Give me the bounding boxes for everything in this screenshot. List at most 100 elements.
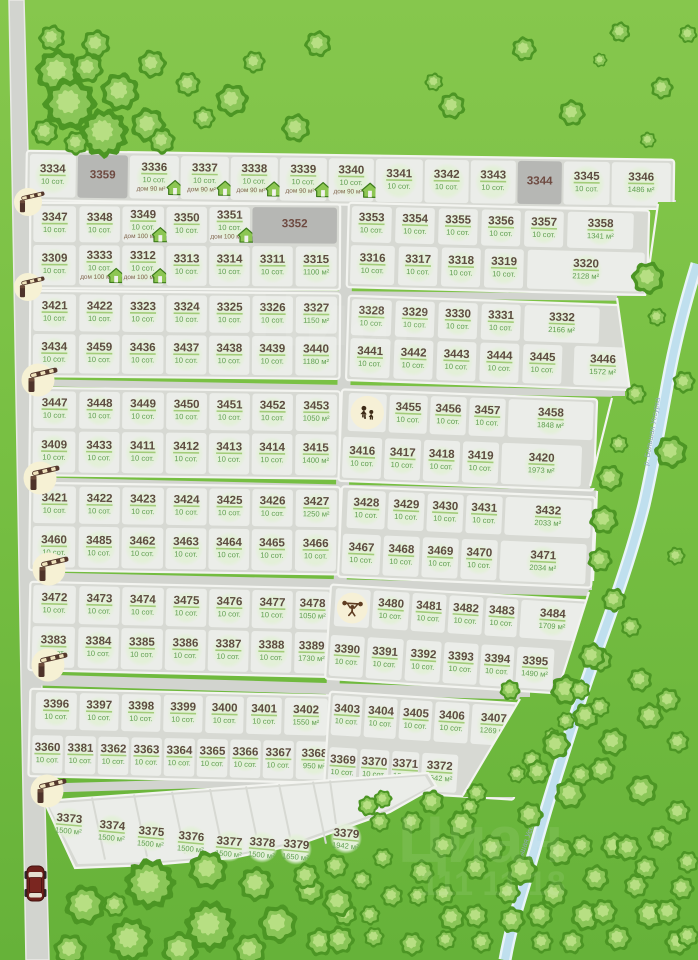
svg-text:2034 м²: 2034 м² [529, 563, 557, 573]
svg-text:3428: 3428 [353, 496, 380, 510]
svg-text:3309: 3309 [42, 252, 68, 265]
svg-text:3334: 3334 [40, 162, 67, 175]
svg-text:3360: 3360 [35, 741, 61, 755]
svg-text:10 сот.: 10 сот. [358, 359, 382, 369]
svg-text:3343: 3343 [480, 168, 507, 181]
svg-text:10 сот.: 10 сот. [174, 549, 197, 558]
svg-text:1500 м²: 1500 м² [177, 843, 205, 854]
svg-text:3375: 3375 [138, 824, 165, 839]
svg-text:3466: 3466 [303, 537, 330, 550]
svg-text:3356: 3356 [488, 214, 515, 228]
svg-text:3480: 3480 [378, 596, 405, 611]
svg-text:10 сот.: 10 сот. [43, 411, 66, 420]
svg-text:3378: 3378 [249, 835, 276, 850]
svg-text:3315: 3315 [303, 253, 329, 266]
svg-text:10 сот.: 10 сот. [403, 226, 426, 236]
svg-text:10 сот.: 10 сот. [43, 355, 66, 364]
svg-text:3347: 3347 [42, 211, 68, 224]
svg-text:3430: 3430 [432, 499, 458, 513]
svg-text:10 сот.: 10 сот. [261, 356, 284, 365]
svg-text:3421: 3421 [42, 299, 68, 312]
svg-text:3399: 3399 [170, 700, 197, 714]
svg-text:10 сот.: 10 сот. [129, 714, 152, 724]
svg-text:10 сот.: 10 сот. [261, 413, 284, 422]
svg-text:3392: 3392 [410, 647, 437, 662]
svg-text:1490 м²: 1490 м² [521, 668, 549, 679]
svg-text:10 сот.: 10 сот. [174, 608, 197, 618]
svg-text:3405: 3405 [403, 706, 430, 721]
svg-text:3313: 3313 [174, 252, 200, 265]
svg-text:дом 90 м²: дом 90 м² [137, 185, 166, 192]
svg-text:3396: 3396 [43, 697, 70, 711]
svg-text:10 сот.: 10 сот. [88, 506, 111, 515]
svg-text:3424: 3424 [174, 493, 201, 506]
svg-text:10 сот.: 10 сот. [372, 659, 396, 669]
svg-text:1709 м²: 1709 м² [538, 621, 566, 632]
svg-text:3438: 3438 [216, 342, 242, 355]
svg-text:10 сот.: 10 сот. [428, 558, 452, 568]
svg-text:10 сот.: 10 сот. [88, 314, 111, 323]
svg-text:3342: 3342 [434, 168, 460, 181]
svg-text:3432: 3432 [535, 504, 561, 518]
svg-text:3351: 3351 [217, 208, 243, 221]
svg-text:3366: 3366 [232, 745, 259, 759]
svg-text:3373: 3373 [56, 811, 83, 826]
svg-text:10 сот.: 10 сот. [217, 609, 240, 619]
svg-text:3394: 3394 [484, 651, 511, 666]
svg-text:10 сот.: 10 сот. [354, 510, 378, 520]
svg-text:3365: 3365 [199, 744, 226, 758]
svg-text:10 сот.: 10 сот. [339, 178, 362, 187]
svg-text:3406: 3406 [439, 708, 466, 723]
svg-text:Циан: Циан [398, 802, 563, 876]
svg-text:10 сот.: 10 сот. [416, 613, 440, 623]
svg-text:3416: 3416 [349, 444, 376, 458]
svg-text:10 сот.: 10 сот. [218, 413, 241, 422]
svg-text:10 сот.: 10 сот. [174, 454, 197, 463]
svg-text:10 сот.: 10 сот. [218, 356, 241, 365]
svg-text:3444: 3444 [486, 349, 513, 363]
svg-text:3425: 3425 [217, 494, 244, 507]
svg-text:3472: 3472 [41, 591, 67, 605]
svg-text:10 сот.: 10 сот. [218, 267, 241, 276]
svg-text:3458: 3458 [538, 406, 565, 420]
svg-text:10 сот.: 10 сот. [175, 267, 198, 276]
svg-text:3340: 3340 [338, 163, 364, 176]
svg-text:10 сот.: 10 сот. [217, 550, 240, 559]
svg-text:10 сот.: 10 сот. [36, 755, 59, 765]
svg-text:10 сот.: 10 сот. [168, 758, 191, 768]
svg-text:10 сот.: 10 сот. [200, 759, 223, 769]
svg-text:1486 м²: 1486 м² [628, 185, 655, 194]
svg-text:3421: 3421 [42, 491, 69, 504]
svg-text:10 сот.: 10 сот. [213, 716, 236, 726]
svg-text:1400 м²: 1400 м² [302, 456, 329, 465]
svg-text:10 сот.: 10 сот. [242, 176, 265, 185]
svg-text:10 сот.: 10 сот. [142, 175, 165, 184]
svg-text:3450: 3450 [174, 398, 200, 411]
svg-text:10 сот.: 10 сот. [175, 356, 198, 365]
svg-text:10 сот.: 10 сот. [446, 321, 470, 331]
svg-text:3476: 3476 [216, 595, 243, 609]
svg-text:3350: 3350 [174, 211, 200, 224]
svg-text:1848 м²: 1848 м² [537, 420, 565, 430]
svg-text:10 сот.: 10 сот. [42, 548, 65, 557]
svg-text:10 сот.: 10 сот. [131, 607, 154, 617]
svg-text:3359: 3359 [90, 168, 117, 181]
svg-text:10 сот.: 10 сот. [260, 551, 283, 560]
svg-text:10 сот.: 10 сот. [131, 412, 154, 421]
svg-text:3363: 3363 [133, 743, 160, 757]
svg-text:10 сот.: 10 сот. [252, 716, 275, 726]
svg-text:3352: 3352 [282, 217, 308, 230]
svg-text:3460: 3460 [41, 533, 67, 546]
svg-text:3346: 3346 [628, 170, 655, 183]
svg-text:10 сот.: 10 сот. [481, 183, 504, 192]
svg-text:3368: 3368 [301, 747, 328, 761]
svg-text:1942 м²: 1942 м² [332, 840, 360, 851]
svg-text:дом 90 м²: дом 90 м² [187, 186, 216, 193]
svg-text:1572 м²: 1572 м² [589, 367, 617, 377]
svg-text:3379: 3379 [333, 826, 360, 841]
svg-text:10 сот.: 10 сот. [175, 412, 198, 421]
svg-text:10 сот.: 10 сот. [131, 264, 154, 273]
svg-text:3358: 3358 [588, 217, 615, 231]
svg-text:10 сот.: 10 сот. [389, 557, 413, 567]
svg-text:3329: 3329 [402, 305, 429, 319]
